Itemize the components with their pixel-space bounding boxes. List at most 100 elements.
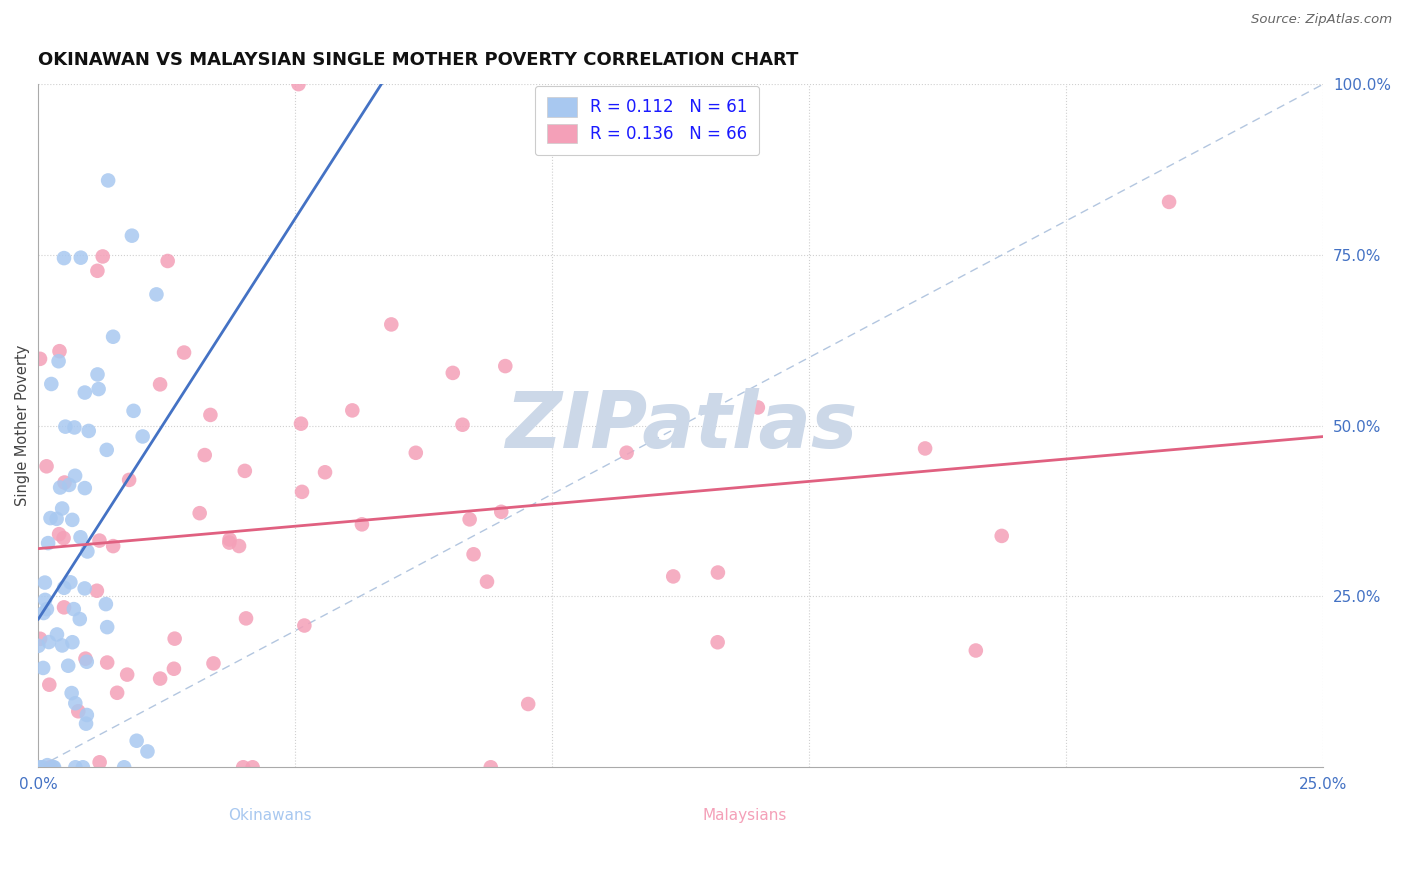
- Point: [69, 612, 91, 626]
- Point: [31, 760, 53, 774]
- Point: [30, 632, 52, 646]
- Point: [65, 696, 87, 710]
- Point: [314, 465, 336, 479]
- Point: [28, 760, 51, 774]
- Point: [965, 643, 987, 657]
- Point: [69, 530, 91, 544]
- Point: [51, 639, 73, 653]
- Point: [75, 651, 97, 665]
- Point: [69, 251, 91, 265]
- Point: [112, 760, 135, 774]
- Point: [35, 459, 58, 474]
- Point: [73, 481, 96, 495]
- Point: [72, 760, 94, 774]
- Point: [125, 733, 148, 747]
- Point: [202, 657, 225, 671]
- Point: [55, 419, 77, 434]
- Point: [38, 635, 60, 649]
- Point: [91, 250, 114, 264]
- Point: [53, 600, 76, 615]
- Point: [89, 756, 111, 770]
- Point: [441, 366, 464, 380]
- Point: [46, 627, 69, 641]
- Point: [616, 446, 638, 460]
- Point: [131, 429, 153, 443]
- Point: [60, 686, 83, 700]
- Point: [42, 760, 65, 774]
- Point: [218, 535, 240, 549]
- Point: [115, 667, 138, 681]
- Point: [350, 517, 373, 532]
- Point: [105, 686, 128, 700]
- Point: [118, 473, 141, 487]
- Point: [380, 318, 402, 332]
- Point: [287, 77, 309, 91]
- Point: [494, 359, 516, 373]
- Point: [53, 581, 76, 595]
- Point: [149, 377, 172, 392]
- Point: [451, 417, 474, 432]
- Point: [101, 330, 124, 344]
- Point: [491, 505, 513, 519]
- Point: [96, 620, 118, 634]
- Point: [479, 760, 502, 774]
- Point: [218, 533, 240, 547]
- Point: [463, 547, 485, 561]
- Point: [32, 606, 55, 620]
- Point: [156, 254, 179, 268]
- Point: [86, 264, 108, 278]
- Point: [87, 382, 110, 396]
- Point: [86, 583, 108, 598]
- Point: [73, 385, 96, 400]
- Point: [53, 475, 76, 490]
- Text: ZIPatlas: ZIPatlas: [505, 388, 856, 464]
- Point: [163, 662, 186, 676]
- Point: [94, 597, 117, 611]
- Point: [200, 408, 222, 422]
- Point: [39, 511, 62, 525]
- Point: [32, 661, 55, 675]
- Point: [76, 544, 98, 558]
- Point: [292, 618, 315, 632]
- Point: [242, 760, 264, 774]
- Point: [475, 574, 498, 589]
- Point: [747, 401, 769, 415]
- Point: [48, 527, 70, 541]
- Point: [122, 404, 145, 418]
- Point: [37, 758, 59, 772]
- Point: [51, 501, 73, 516]
- Point: [27, 639, 49, 653]
- Text: Source: ZipAtlas.com: Source: ZipAtlas.com: [1251, 13, 1392, 27]
- Point: [39, 376, 62, 391]
- Point: [34, 593, 56, 607]
- Point: [290, 417, 312, 431]
- Point: [58, 478, 80, 492]
- Text: OKINAWAN VS MALAYSIAN SINGLE MOTHER POVERTY CORRELATION CHART: OKINAWAN VS MALAYSIAN SINGLE MOTHER POVE…: [38, 51, 799, 69]
- Y-axis label: Single Mother Poverty: Single Mother Poverty: [15, 345, 30, 507]
- Point: [62, 602, 84, 616]
- Point: [145, 287, 167, 301]
- Point: [163, 632, 186, 646]
- Point: [48, 344, 70, 359]
- Point: [52, 531, 75, 545]
- Point: [77, 424, 100, 438]
- Point: [86, 368, 108, 382]
- Point: [233, 464, 256, 478]
- Point: [136, 744, 159, 758]
- Point: [60, 513, 83, 527]
- Point: [76, 708, 98, 723]
- Point: [149, 672, 172, 686]
- Point: [53, 251, 76, 265]
- Point: [342, 403, 364, 417]
- Point: [35, 602, 58, 616]
- Point: [706, 635, 728, 649]
- Point: [232, 760, 254, 774]
- Point: [37, 536, 59, 550]
- Point: [60, 635, 83, 649]
- Point: [75, 716, 97, 731]
- Point: [517, 697, 540, 711]
- Point: [34, 575, 56, 590]
- Point: [96, 656, 118, 670]
- Point: [405, 446, 427, 460]
- Point: [194, 448, 217, 462]
